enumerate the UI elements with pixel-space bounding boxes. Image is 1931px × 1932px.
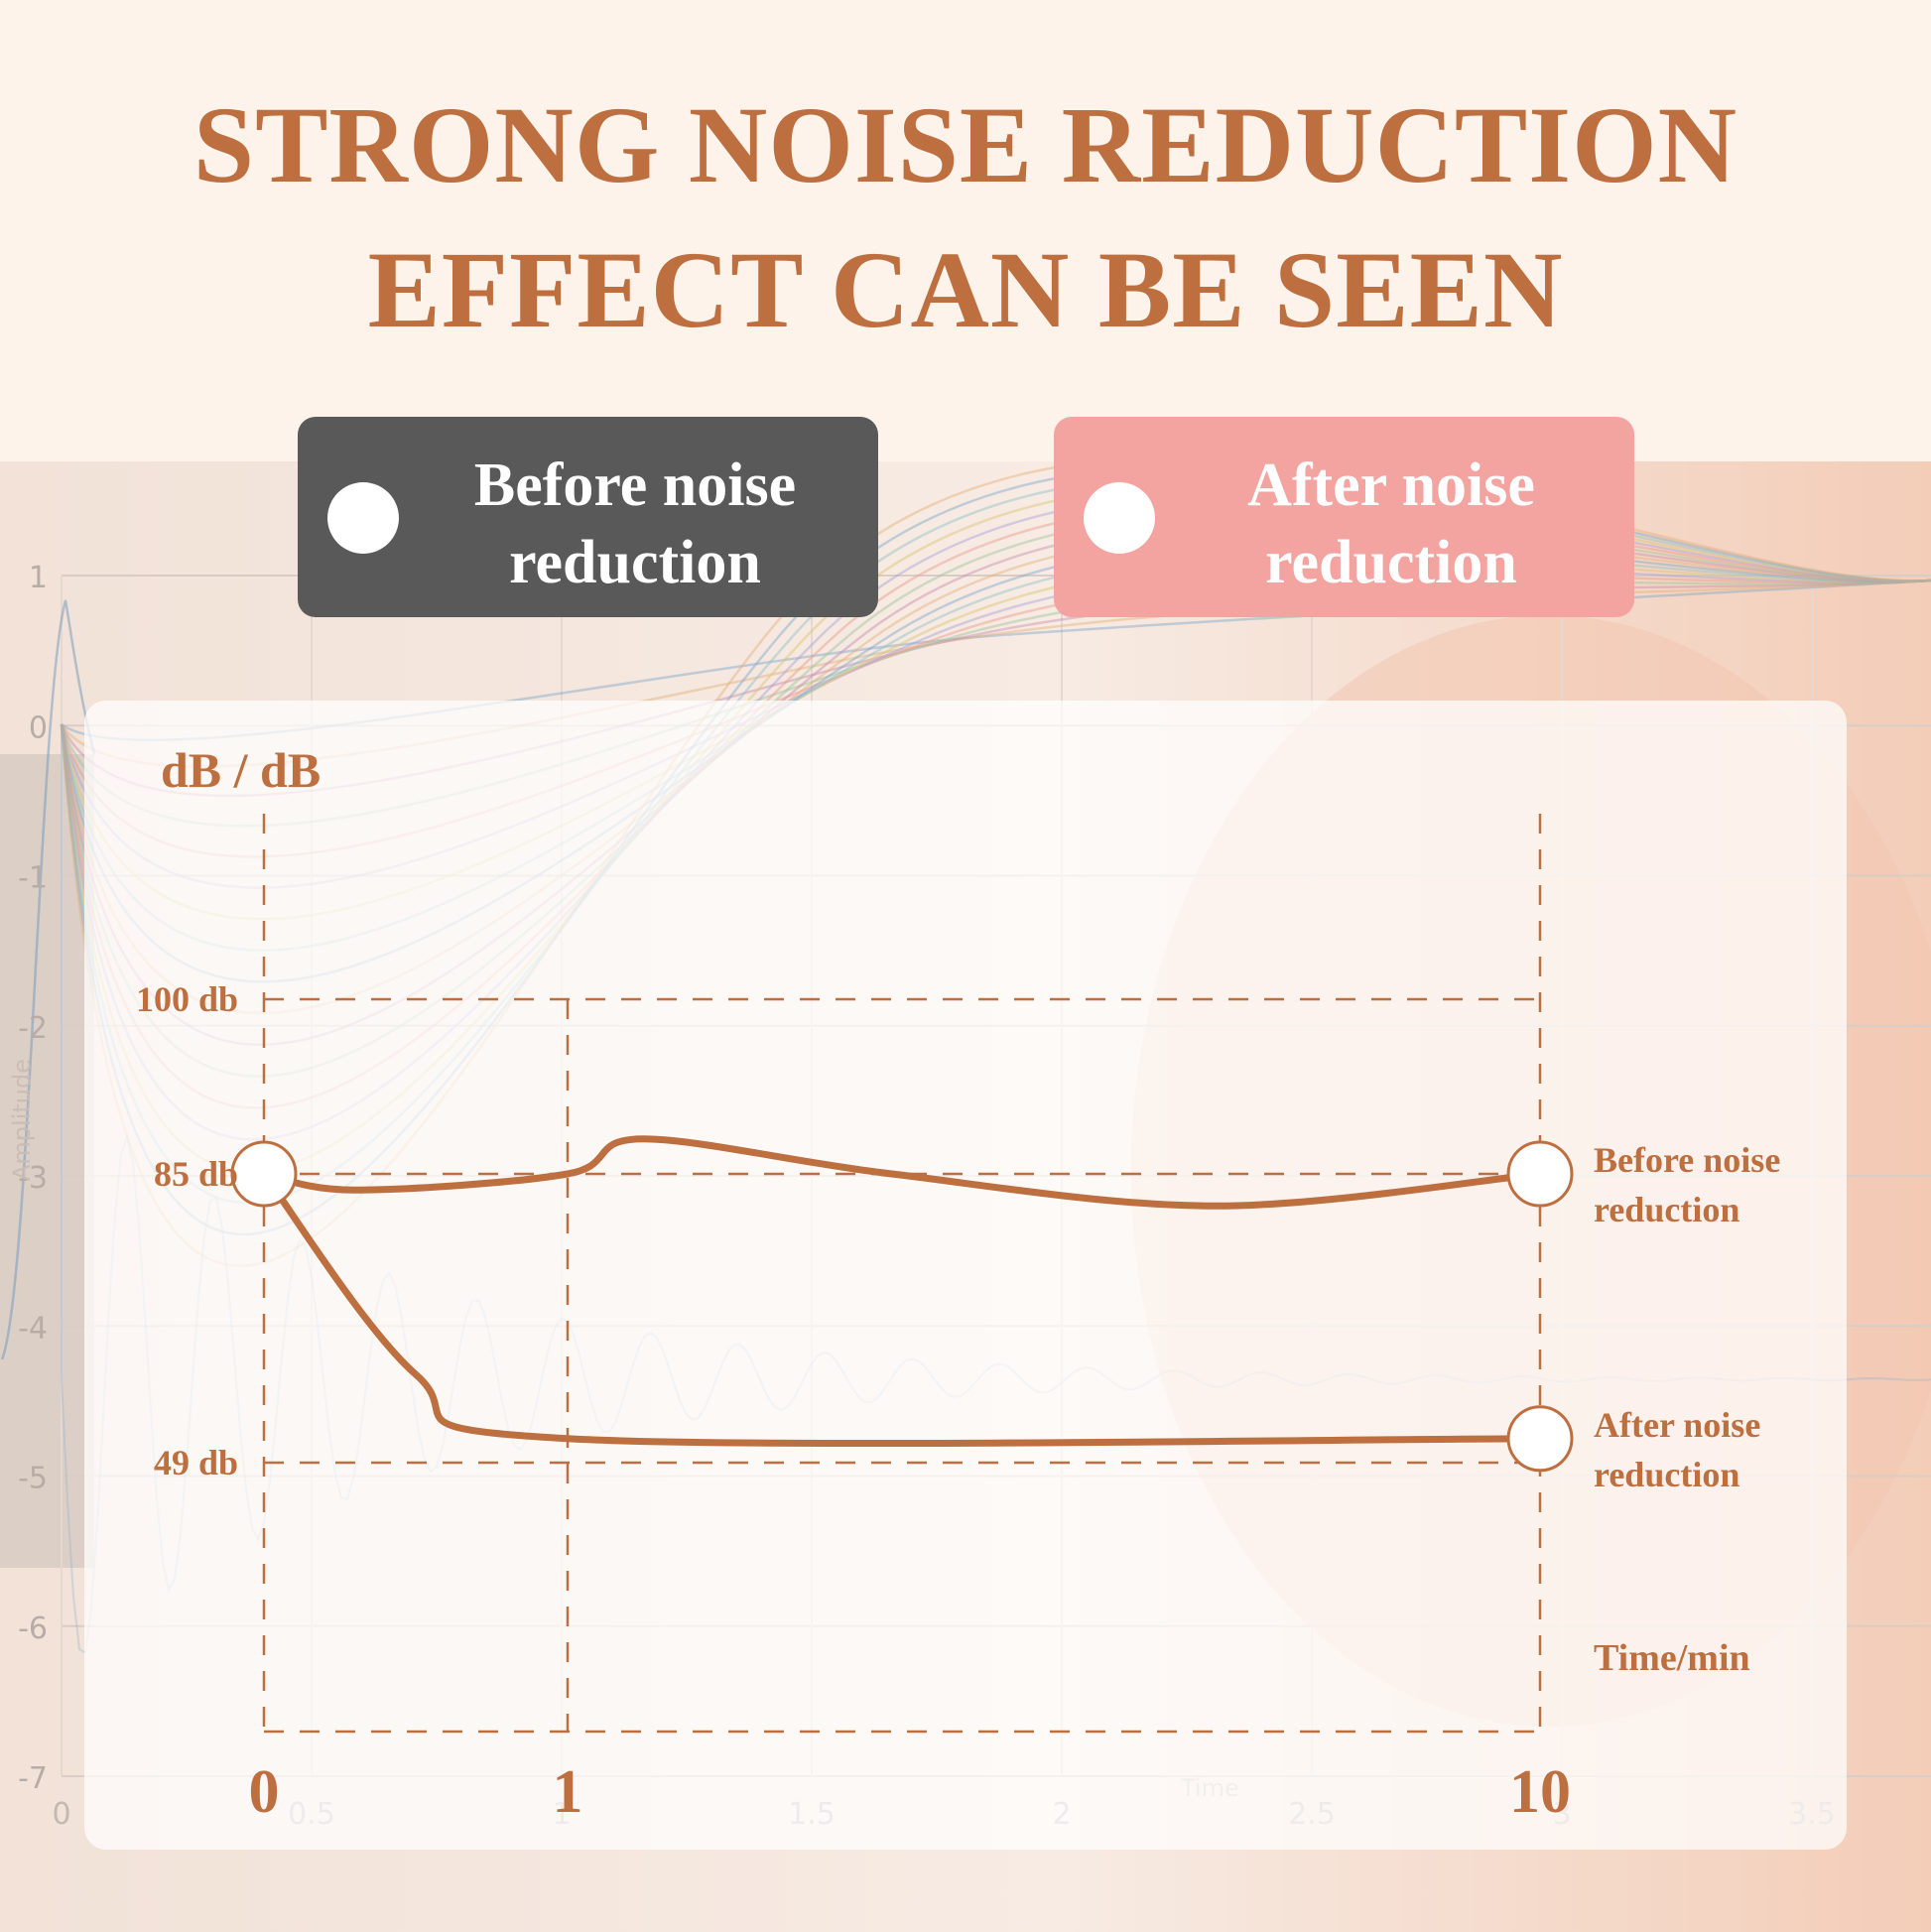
legend-label: After noise reduction (1183, 447, 1600, 601)
y-tick-label: 49 db (154, 1443, 238, 1482)
x-tick-label: 1 (553, 1758, 583, 1826)
legend-after-noise-reduction: After noise reduction (1054, 417, 1634, 617)
series-label-line-2: reduction (1594, 1455, 1739, 1494)
chart-series (230, 1135, 1574, 1473)
background-y-tick: 1 (29, 561, 48, 595)
background-device-shape (0, 754, 94, 1568)
series-line-before (260, 1135, 1544, 1210)
y-tick-label: 85 db (154, 1154, 238, 1194)
y-axis-label: dB / dB (161, 742, 321, 798)
legend-label-line-2: reduction (509, 529, 761, 596)
background-y-tick: -2 (18, 1011, 48, 1046)
series-label-line-1: After noise (1594, 1405, 1760, 1445)
series-start-marker (230, 1140, 298, 1208)
background-y-tick: -1 (18, 861, 48, 896)
chart-panel (84, 701, 1847, 1850)
legend-dot-icon (1084, 482, 1155, 554)
page-title-line-1: STRONG NOISE REDUCTION (193, 84, 1738, 205)
background-y-tick: -5 (18, 1462, 48, 1496)
legend-label-line-1: Before noise (473, 451, 797, 519)
legend-label: Before noise reduction (427, 447, 843, 601)
x-tick-label: 0 (249, 1758, 280, 1826)
background-x-tick: 0 (52, 1797, 70, 1832)
background-y-tick: 0 (29, 710, 48, 745)
legend-label-line-2: reduction (1265, 529, 1517, 596)
legend-label-line-1: After noise (1247, 451, 1535, 519)
background-y-tick: -3 (18, 1161, 48, 1196)
series-end-marker (1506, 1140, 1574, 1208)
series-line-after (260, 1170, 1544, 1448)
legend-dot-icon (327, 482, 399, 554)
legend-before-noise-reduction: Before noise reduction (298, 417, 878, 617)
chart-grid (262, 814, 1542, 1734)
background-step-response (0, 599, 96, 1360)
series-label-line-1: Before noise (1594, 1140, 1780, 1180)
x-axis-label: Time/min (1594, 1637, 1750, 1679)
series-end-marker (1506, 1405, 1574, 1473)
background-y-tick: -6 (18, 1611, 48, 1646)
page-title-line-2: EFFECT CAN BE SEEN (367, 229, 1564, 350)
y-tick-label: 100 db (136, 979, 238, 1019)
background-y-label: Amplitude (8, 1059, 36, 1181)
background-y-tick: -4 (18, 1311, 48, 1346)
series-label-line-2: reduction (1594, 1190, 1739, 1229)
background-y-tick: -7 (18, 1761, 48, 1796)
x-tick-label: 10 (1509, 1758, 1571, 1826)
chart-labels: 100 db 85 db 49 db 0 1 10 Before noise reductio… (136, 979, 1780, 1826)
